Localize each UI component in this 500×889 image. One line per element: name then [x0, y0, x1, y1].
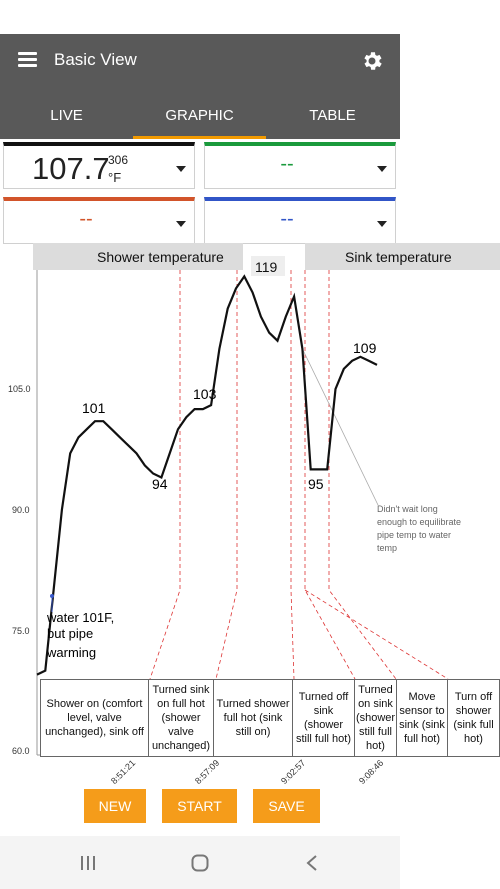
- event-line-6: [304, 589, 449, 680]
- chevron-down-icon[interactable]: [377, 221, 387, 227]
- tab-table[interactable]: TABLE: [309, 107, 356, 124]
- event-leader-lines: [149, 270, 449, 680]
- label-95: 95: [308, 476, 324, 492]
- note-5: Turned on sink (shower still full hot): [354, 679, 397, 757]
- water-note-line-2: but pipe: [47, 626, 93, 641]
- start-button[interactable]: START: [162, 789, 237, 823]
- sensor-1-id: 306: [108, 153, 129, 167]
- y-tick-label: 90.0: [12, 505, 30, 515]
- recent-apps-icon[interactable]: [80, 855, 97, 871]
- event-line-3: [290, 270, 295, 680]
- label-94: 94: [152, 476, 168, 492]
- water-note-marker: [50, 594, 54, 598]
- wait-note-pointer: [302, 349, 379, 506]
- event-line-5: [328, 270, 397, 680]
- sensor-4-value: --: [280, 208, 294, 230]
- event-line-1: [149, 270, 181, 680]
- chevron-down-icon[interactable]: [176, 221, 186, 227]
- sensor-card-4[interactable]: --: [204, 197, 396, 244]
- water-note-line-1: water 101F,: [46, 610, 114, 625]
- wait-note-line-4: temp: [377, 543, 397, 553]
- temperature-series-line: [36, 274, 378, 676]
- tab-graphic[interactable]: GRAPHIC: [165, 107, 234, 124]
- event-line-2: [215, 270, 238, 680]
- label-103: 103: [193, 386, 217, 402]
- app-bar: [0, 34, 400, 139]
- note-6: Move sensor to sink (sink full hot): [396, 679, 448, 757]
- label-109: 109: [353, 340, 377, 356]
- status-bar-area: [0, 0, 500, 34]
- label-101: 101: [82, 400, 106, 416]
- sink-temperature-header: Sink temperature: [305, 243, 500, 270]
- shower-temperature-header: Shower temperature: [33, 243, 243, 270]
- label-119: 119: [255, 259, 278, 275]
- note-3: Turned shower full hot (sink still on): [213, 679, 293, 757]
- home-icon[interactable]: [191, 854, 209, 872]
- sensor-1-value: 107.7: [32, 151, 110, 186]
- sensor-card-3[interactable]: --: [3, 197, 195, 244]
- sensor-1-unit: °F: [108, 170, 122, 185]
- y-tick-label: 105.0: [8, 384, 31, 394]
- gear-icon[interactable]: [360, 49, 384, 73]
- peak-label-box: [251, 256, 285, 276]
- page-title: Basic View: [54, 50, 137, 69]
- system-nav-bar: [0, 836, 400, 889]
- back-icon[interactable]: [305, 854, 319, 872]
- y-tick-label: 60.0: [12, 746, 30, 756]
- active-tab-indicator: [133, 136, 266, 139]
- note-7: Turn off shower (sink full hot): [447, 679, 500, 757]
- sensor-3-value: --: [79, 208, 93, 230]
- sensor-card-2[interactable]: --: [204, 142, 396, 189]
- chevron-down-icon[interactable]: [176, 166, 186, 172]
- event-line-4: [304, 270, 356, 680]
- wait-note-line-3: pipe temp to water: [377, 530, 451, 540]
- sensor-card-1[interactable]: 107.7 306 °F: [3, 142, 195, 189]
- menu-icon[interactable]: [18, 52, 38, 68]
- wait-note-line-2: enough to equilibrate: [377, 517, 461, 527]
- note-2: Turned sink on full hot (shower valve un…: [148, 679, 214, 757]
- new-button[interactable]: NEW: [84, 789, 146, 823]
- note-1: Shower on (comfort level, valve unchange…: [40, 679, 149, 757]
- note-4: Turned off sink (shower still full hot): [292, 679, 355, 757]
- tab-live[interactable]: LIVE: [50, 107, 83, 124]
- chevron-down-icon[interactable]: [377, 166, 387, 172]
- y-tick-label: 75.0: [12, 626, 30, 636]
- wait-note-line-1: Didn't wait long: [377, 504, 438, 514]
- water-note-line-3: warming: [46, 645, 96, 660]
- sensor-2-value: --: [280, 153, 294, 175]
- save-button[interactable]: SAVE: [253, 789, 320, 823]
